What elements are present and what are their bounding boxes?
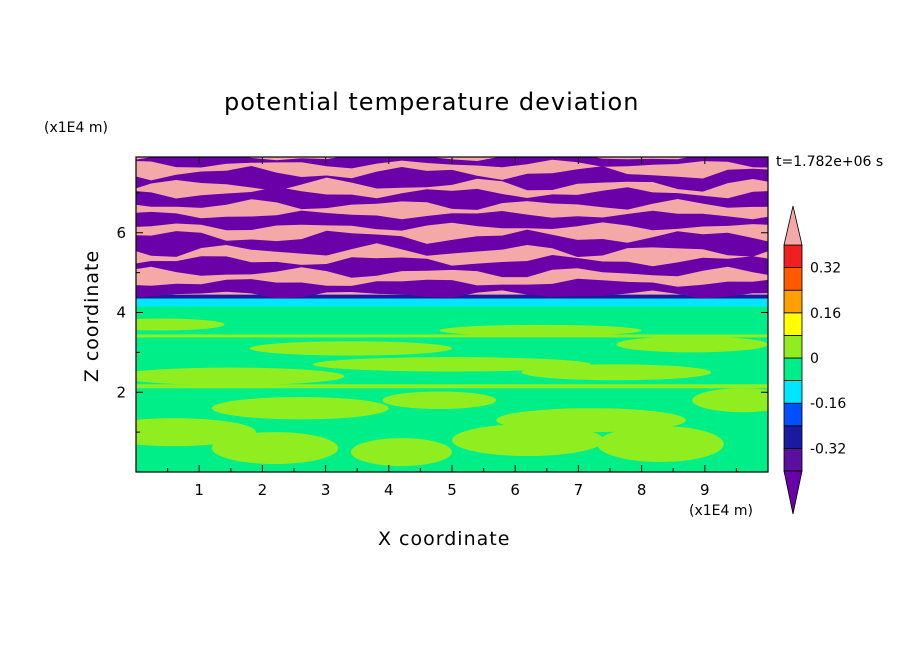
lime-patch: [382, 391, 497, 409]
colorbar-over-triangle: [783, 205, 803, 246]
colorbar-tick-label: 0.16: [810, 306, 841, 322]
purple-band: [136, 278, 768, 299]
x-axis-label: X coordinate: [378, 528, 511, 550]
purple-band: [136, 210, 768, 231]
lime-patch: [211, 432, 339, 465]
y-tick-label: 6: [116, 224, 126, 242]
lime-patch: [521, 364, 712, 381]
lime-patch: [439, 324, 642, 337]
x-tick-label: 3: [321, 481, 331, 499]
lime-band: [136, 384, 768, 389]
colorbar-bin: [783, 244, 803, 269]
lime-patch: [136, 318, 225, 331]
y-tick-label: 4: [116, 304, 126, 322]
purple-band: [136, 186, 768, 210]
colorbar-bin: [783, 402, 803, 427]
colorbar-bin: [783, 357, 803, 382]
colorbar-bin: [783, 380, 803, 404]
lime-patch: [136, 367, 345, 386]
y-tick-label: 2: [116, 383, 126, 401]
lime-patch: [452, 424, 604, 457]
colorbar-bin: [783, 425, 803, 449]
x-tick-label: 4: [384, 481, 394, 499]
x-tick-label: 6: [510, 481, 520, 499]
colorbar-bin: [783, 334, 803, 359]
lime-band: [136, 334, 768, 338]
x-tick-label: 1: [194, 481, 204, 499]
colorbar-tick-label: -0.16: [810, 396, 846, 412]
x-tick-label: 2: [258, 481, 268, 499]
y-axis-unit: (x1E4 m): [44, 120, 108, 136]
colorbar-bin: [783, 447, 803, 472]
cyan-layer: [136, 298, 768, 307]
colorbar-tick-label: -0.32: [810, 441, 846, 457]
lime-patch: [597, 426, 724, 463]
x-tick-label: 7: [574, 481, 584, 499]
colorbar-bin: [783, 312, 803, 336]
lime-patch: [692, 388, 768, 413]
y-axis-label: Z coordinate: [81, 249, 103, 383]
lime-patch: [350, 438, 452, 467]
x-tick-label: 9: [700, 481, 710, 499]
lime-patch: [249, 341, 452, 356]
purple-band: [136, 255, 768, 278]
contour-field: [136, 157, 768, 472]
colorbar-under-triangle: [783, 470, 803, 515]
lime-patch: [211, 397, 389, 420]
colorbar-tick-label: 0: [810, 351, 819, 367]
x-tick-label: 8: [637, 481, 647, 499]
time-label: t=1.782e+06 s: [776, 154, 884, 170]
x-axis-unit: (x1E4 m): [689, 503, 753, 519]
chart-title: potential temperature deviation: [224, 88, 640, 116]
colorbar-bin: [783, 289, 803, 314]
colorbar-tick-label: 0.32: [810, 261, 841, 277]
purple-band: [136, 229, 768, 257]
x-tick-label: 5: [447, 481, 457, 499]
lime-patch: [312, 357, 592, 372]
purple-band: [136, 166, 768, 192]
lime-patch: [616, 336, 768, 353]
lime-patch: [496, 408, 686, 433]
colorbar-bin: [783, 267, 803, 291]
